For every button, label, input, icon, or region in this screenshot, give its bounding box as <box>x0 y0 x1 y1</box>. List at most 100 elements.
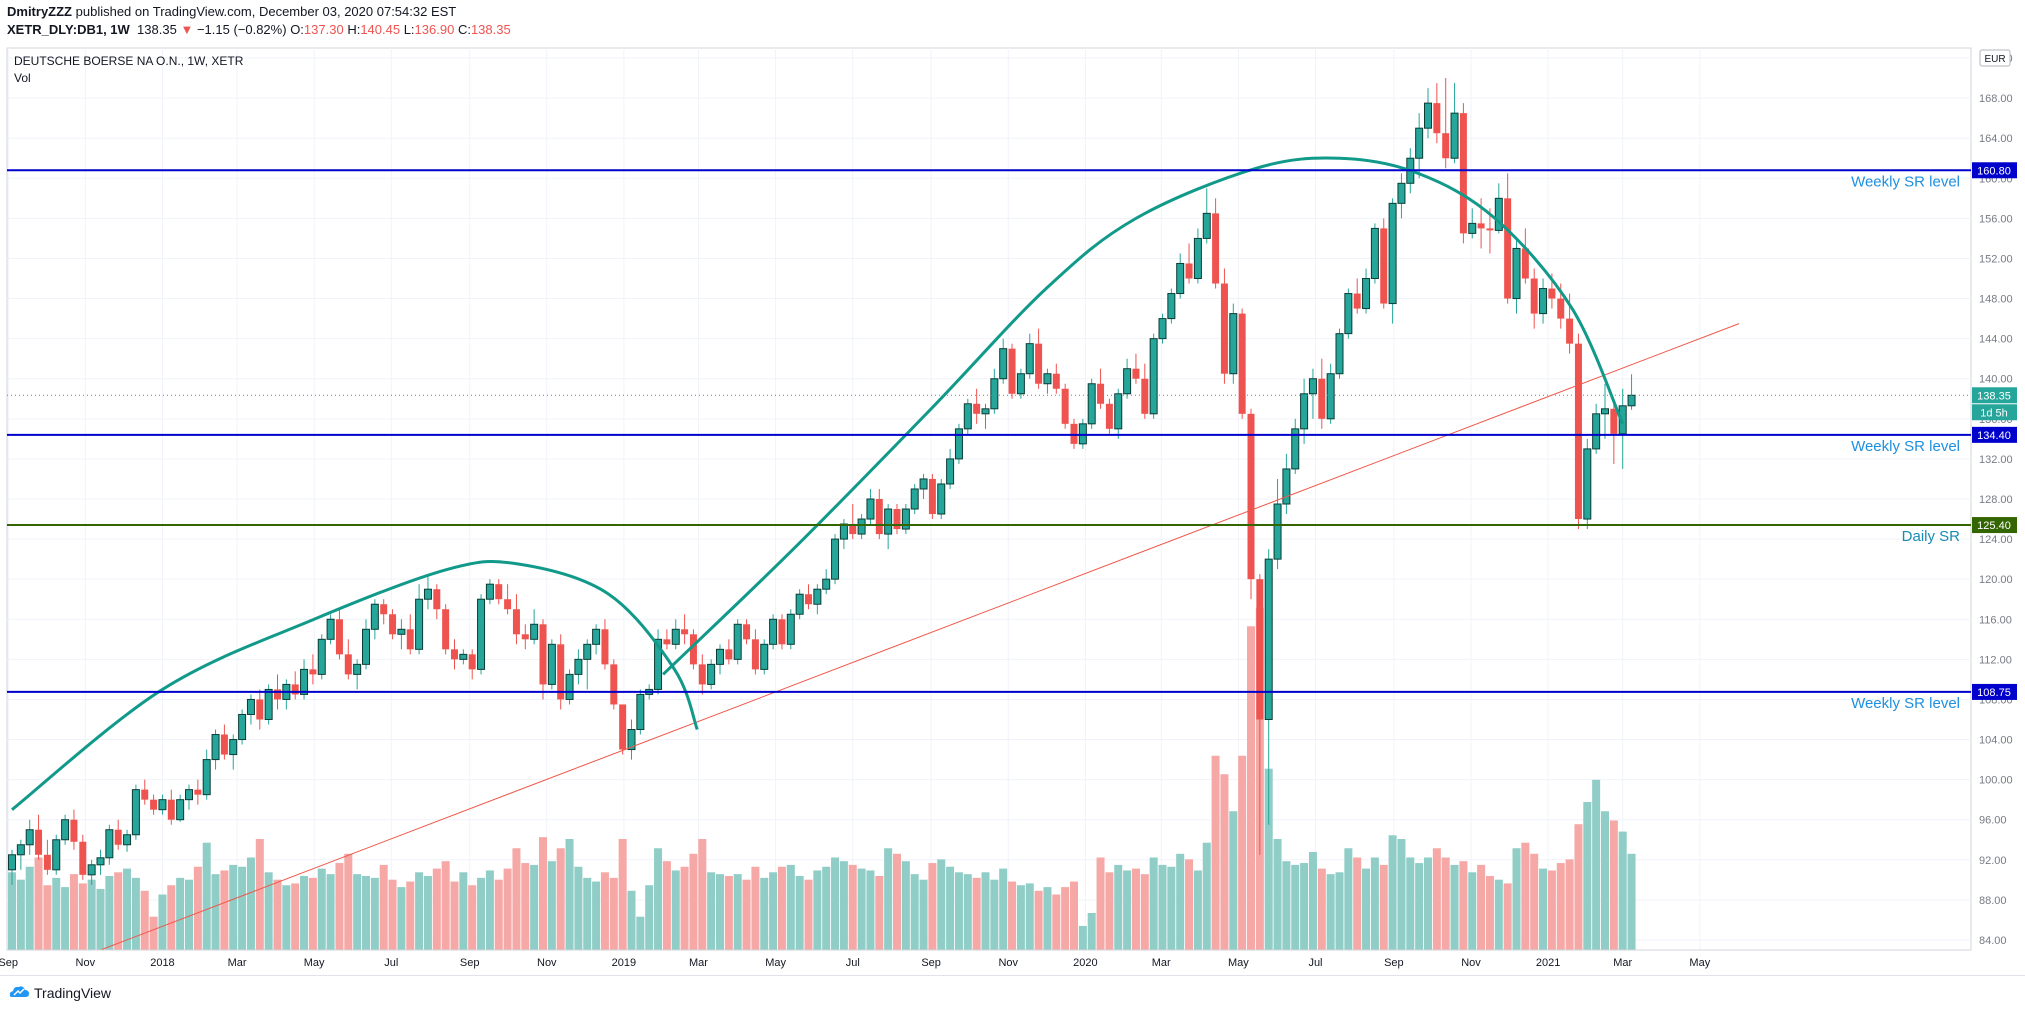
volume-bar <box>1123 870 1132 950</box>
candle-body <box>246 698 255 715</box>
candle-body <box>1220 283 1228 374</box>
volume-bar <box>1264 768 1273 950</box>
candle-body <box>167 799 175 820</box>
price-chart[interactable]: Weekly SR level Weekly SR level Daily SR We… <box>0 40 2025 975</box>
volume-bar <box>176 877 185 950</box>
candle-body <box>1415 127 1424 159</box>
volume-bar <box>1043 887 1052 950</box>
candle-body <box>1539 288 1548 315</box>
candle-body <box>43 854 51 870</box>
candle-body <box>963 403 972 430</box>
candle-body <box>937 483 946 515</box>
sr-level-tag-text: 108.75 <box>1977 687 2011 699</box>
volume-bar <box>468 885 477 950</box>
volume-bar <box>786 864 795 950</box>
candle-body <box>1105 403 1113 429</box>
candle-body <box>1566 318 1574 344</box>
candle-body <box>397 628 406 635</box>
volume-bar <box>866 870 875 950</box>
down-arrow-icon: ▼ <box>180 22 194 37</box>
time-tick-label: 2018 <box>150 957 174 969</box>
volume-bar <box>503 868 512 950</box>
sr-level-tag <box>1972 162 2017 179</box>
candle-body <box>1583 448 1592 520</box>
volume-bar <box>69 874 78 950</box>
candle-body <box>1610 408 1618 434</box>
volume-bar <box>565 839 574 950</box>
author-name[interactable]: DmitryZZZ <box>7 4 72 19</box>
candle-body <box>176 799 185 821</box>
sr-level-tag <box>1972 517 2017 534</box>
candle-body <box>875 499 883 535</box>
volume-bar <box>1140 874 1149 950</box>
volume-bar <box>972 877 981 950</box>
candle-body <box>229 739 238 756</box>
candle-body <box>574 658 583 675</box>
volume-bar <box>990 879 999 950</box>
volume-bar <box>1556 863 1565 950</box>
volume-bar <box>919 879 928 950</box>
volume-bar <box>1379 864 1388 950</box>
price-tick-label: 168.00 <box>1979 93 2013 105</box>
volume-bar <box>167 885 176 950</box>
candle-body <box>1212 213 1220 284</box>
low-value: 136.90 <box>414 22 455 37</box>
volume-bar <box>875 876 884 950</box>
candle-body <box>1149 338 1158 415</box>
candle-body <box>822 578 831 590</box>
time-tick-label: 2019 <box>612 957 636 969</box>
volume-bar <box>246 857 255 950</box>
candle-body <box>256 699 264 720</box>
brand-name[interactable]: TradingView <box>34 985 112 1001</box>
volume-bar <box>1158 864 1167 950</box>
candle-body <box>158 799 167 811</box>
volume-bar <box>954 872 963 950</box>
volume-bar <box>25 866 34 950</box>
drawings: Weekly SR level Weekly SR level Daily SR We… <box>7 156 1971 951</box>
volume-bar <box>1583 802 1592 950</box>
volume-bar <box>680 866 689 950</box>
price-tick-label: 148.00 <box>1979 294 2013 306</box>
volume-bar <box>1370 857 1379 950</box>
volume-bar <box>1415 863 1424 950</box>
volume-bar <box>822 866 831 950</box>
candle-body <box>1123 368 1132 395</box>
price-tick-label: 120.00 <box>1979 574 2013 586</box>
volume-bar <box>1432 848 1441 950</box>
time-tick-label: Jul <box>846 957 860 969</box>
candle-body <box>707 663 716 685</box>
time-tick-label: 2021 <box>1536 957 1560 969</box>
volume-bar <box>1308 851 1317 950</box>
close-value: 138.35 <box>470 22 511 37</box>
volume-bar <box>158 894 167 950</box>
candle-body <box>901 508 910 530</box>
volume-bar <box>1609 820 1618 950</box>
candle-body <box>185 789 193 801</box>
volume-bar <box>432 868 441 950</box>
volume-bar <box>397 887 406 950</box>
candle-body <box>1424 102 1432 129</box>
candle-body <box>317 638 326 675</box>
time-tick-label: Jul <box>384 957 398 969</box>
volume-bar <box>671 870 680 950</box>
volume-bar <box>1070 881 1078 950</box>
price-tick-label: 124.00 <box>1979 534 2013 546</box>
candle-body <box>1601 408 1609 415</box>
volume-bar <box>344 853 353 950</box>
candle-body <box>610 664 618 705</box>
volume-bar <box>1344 848 1353 950</box>
sr-level-label: Weekly SR level <box>1851 695 1960 712</box>
candle-body <box>1025 343 1034 375</box>
price-tick-label: 104.00 <box>1979 735 2013 747</box>
candle-body <box>1193 237 1202 280</box>
currency-box[interactable] <box>1979 49 2011 67</box>
sr-level-label: Weekly SR level <box>1851 173 1960 190</box>
volume-bar <box>627 890 636 950</box>
candle-body <box>52 839 61 871</box>
volume-bar <box>831 857 840 950</box>
volume-bar <box>185 879 193 950</box>
price-tick-label: 132.00 <box>1979 454 2013 466</box>
volume-bar <box>1300 863 1309 950</box>
candle-body <box>671 628 680 645</box>
volume-bar <box>423 876 432 950</box>
